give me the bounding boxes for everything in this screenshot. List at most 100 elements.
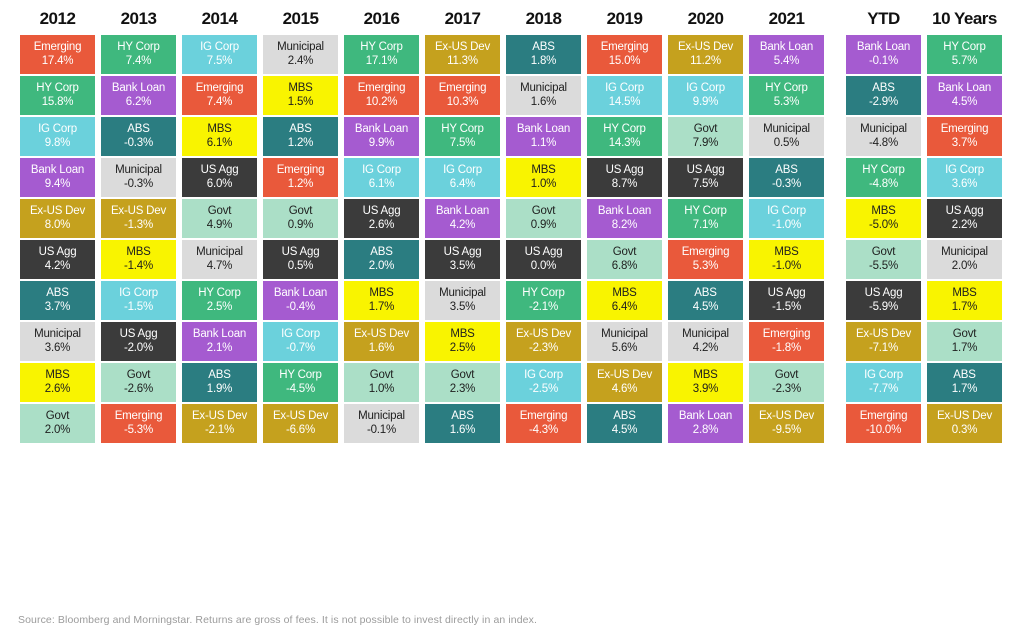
cell-2019-bank-loan: Bank Loan 8.2% [587, 199, 662, 238]
asset-return-value: 3.5% [449, 259, 476, 272]
cell-2012-abs: ABS 3.7% [20, 281, 95, 320]
asset-class-label: Emerging [276, 164, 325, 176]
asset-return-value: -0.1% [868, 54, 899, 67]
asset-return-value: 4.2% [692, 341, 719, 354]
asset-return-value: 4.6% [611, 382, 638, 395]
asset-class-label: MBS [693, 369, 718, 381]
asset-return-value: -4.8% [868, 136, 899, 149]
column-10-years: 10 Years HY Corp 5.7% Bank Loan 4.5% Emerging… [927, 6, 1002, 443]
asset-class-label: MBS [288, 82, 313, 94]
asset-class-label: US Agg [767, 287, 806, 299]
asset-class-label: Ex-US Dev [29, 205, 86, 217]
cell-2013-bank-loan: Bank Loan 6.2% [101, 76, 176, 115]
cell-2020-hy-corp: HY Corp 7.1% [668, 199, 743, 238]
asset-class-label: Ex-US Dev [515, 328, 572, 340]
asset-class-label: Ex-US Dev [758, 410, 815, 422]
cell-2017-hy-corp: HY Corp 7.5% [425, 117, 500, 156]
asset-return-value: 5.4% [773, 54, 800, 67]
asset-class-label: HY Corp [522, 287, 565, 299]
column-2021: 2021 Bank Loan 5.4% HY Corp 5.3% Municipal 0.5… [749, 6, 824, 443]
asset-return-value: 9.9% [692, 95, 719, 108]
cell-2014-municipal: Municipal 4.7% [182, 240, 257, 279]
asset-return-value: -4.5% [285, 382, 316, 395]
cell-2013-municipal: Municipal -0.3% [101, 158, 176, 197]
asset-return-value: -1.0% [771, 259, 802, 272]
asset-return-value: -0.3% [771, 177, 802, 190]
asset-class-label: Municipal [115, 164, 162, 176]
column-2015: 2015 Municipal 2.4% MBS 1.5% ABS 1.2% Emerging 1… [263, 6, 338, 443]
cell-10-years-abs: ABS 1.7% [927, 363, 1002, 402]
asset-class-label: ABS [532, 41, 555, 53]
asset-return-value: 0.0% [530, 259, 557, 272]
asset-return-value: 2.4% [287, 54, 314, 67]
asset-class-label: MBS [774, 246, 799, 258]
asset-class-label: ABS [953, 369, 976, 381]
asset-return-value: -2.9% [868, 95, 899, 108]
cell-2020-ex-us-dev: Ex-US Dev 11.2% [668, 35, 743, 74]
asset-class-label: IG Corp [362, 164, 401, 176]
asset-class-label: Emerging [600, 41, 649, 53]
cell-2019-govt: Govt 6.8% [587, 240, 662, 279]
asset-return-value: 0.3% [951, 423, 978, 436]
column-header-2019: 2019 [606, 9, 643, 28]
cell-2014-emerging: Emerging 7.4% [182, 76, 257, 115]
cell-ytd-ex-us-dev: Ex-US Dev -7.1% [846, 322, 921, 361]
cell-2016-govt: Govt 1.0% [344, 363, 419, 402]
asset-return-value: 0.5% [287, 259, 314, 272]
cell-2012-hy-corp: HY Corp 15.8% [20, 76, 95, 115]
asset-class-label: Govt [693, 123, 718, 135]
asset-return-value: 3.7% [951, 136, 978, 149]
asset-return-value: 1.6% [368, 341, 395, 354]
asset-return-value: 1.5% [287, 95, 314, 108]
asset-return-value: 3.6% [44, 341, 71, 354]
column-2018: 2018 ABS 1.8% Municipal 1.6% Bank Loan 1.1% MBS… [506, 6, 581, 443]
asset-return-value: -1.3% [123, 218, 154, 231]
asset-return-value: -0.3% [123, 136, 154, 149]
asset-return-value: 2.0% [951, 259, 978, 272]
asset-class-label: Bank Loan [937, 82, 992, 94]
asset-class-label: HY Corp [360, 41, 403, 53]
cell-2016-bank-loan: Bank Loan 9.9% [344, 117, 419, 156]
asset-class-label: Emerging [859, 410, 908, 422]
asset-class-label: Municipal [682, 328, 729, 340]
asset-class-label: Bank Loan [273, 287, 328, 299]
column-ytd: YTD Bank Loan -0.1% ABS -2.9% Municipal -4.8% H… [846, 6, 921, 443]
asset-class-label: ABS [451, 410, 474, 422]
cell-2016-abs: ABS 2.0% [344, 240, 419, 279]
asset-class-label: MBS [612, 287, 637, 299]
cell-2020-abs: ABS 4.5% [668, 281, 743, 320]
asset-return-value: -2.1% [528, 300, 559, 313]
asset-class-label: Bank Loan [435, 205, 490, 217]
asset-class-label: IG Corp [864, 369, 903, 381]
column-2016: 2016 HY Corp 17.1% Emerging 10.2% Bank Loan 9.… [344, 6, 419, 443]
cell-2013-emerging: Emerging -5.3% [101, 404, 176, 443]
cell-2016-emerging: Emerging 10.2% [344, 76, 419, 115]
cell-2012-municipal: Municipal 3.6% [20, 322, 95, 361]
asset-return-value: -9.5% [771, 423, 802, 436]
asset-class-label: IG Corp [38, 123, 77, 135]
column-2012: 2012 Emerging 17.4% HY Corp 15.8% IG Corp 9.8%… [20, 6, 95, 443]
asset-class-label: IG Corp [686, 82, 725, 94]
asset-return-value: 1.7% [368, 300, 395, 313]
cell-2018-hy-corp: HY Corp -2.1% [506, 281, 581, 320]
asset-class-label: Emerging [33, 41, 82, 53]
cell-2013-ig-corp: IG Corp -1.5% [101, 281, 176, 320]
asset-return-value: 7.4% [206, 95, 233, 108]
cell-2019-ig-corp: IG Corp 14.5% [587, 76, 662, 115]
asset-return-value: 6.2% [125, 95, 152, 108]
asset-class-label: Govt [288, 205, 313, 217]
asset-return-value: 2.6% [44, 382, 71, 395]
asset-class-label: Govt [952, 328, 977, 340]
asset-return-value: -2.3% [528, 341, 559, 354]
cell-2018-abs: ABS 1.8% [506, 35, 581, 74]
asset-class-label: Bank Loan [516, 123, 571, 135]
cell-2021-municipal: Municipal 0.5% [749, 117, 824, 156]
asset-return-value: 6.4% [611, 300, 638, 313]
asset-class-label: ABS [613, 410, 636, 422]
asset-class-label: HY Corp [198, 287, 241, 299]
asset-class-label: Govt [126, 369, 151, 381]
asset-class-label: Municipal [860, 123, 907, 135]
cell-2017-abs: ABS 1.6% [425, 404, 500, 443]
asset-class-label: Municipal [196, 246, 243, 258]
